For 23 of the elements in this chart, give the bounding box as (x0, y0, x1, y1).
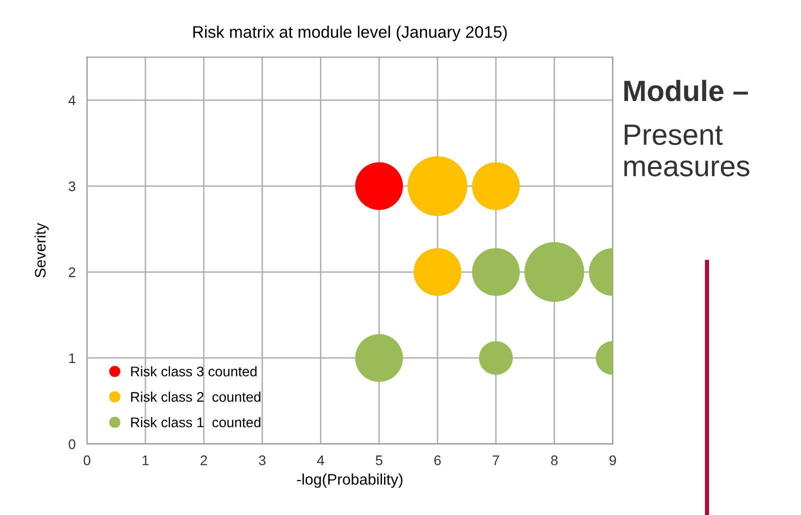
x-tick-label: 3 (258, 455, 266, 466)
chart-title: Risk matrix at module level (January 2015) (193, 26, 507, 42)
y-tick-label: 4 (68, 96, 76, 106)
x-tick-label: 6 (434, 455, 441, 466)
x-tick-label: 1 (142, 456, 149, 466)
text: Present measures (624, 124, 750, 176)
x-tick-label: 8 (551, 455, 558, 466)
legend-label: Risk class 3 counted (131, 366, 257, 376)
legend-label: Risk class 2 counted (131, 392, 260, 402)
x-tick-label: 7 (492, 456, 500, 466)
y-tick-label: 3 (68, 181, 76, 192)
x-tick-label: 0 (84, 455, 90, 466)
x-tick-label: 2 (200, 455, 207, 466)
y-tick-label: 1 (69, 353, 76, 364)
x-axis-title: -log(Probability) (297, 474, 402, 488)
y-tick-label: 0 (68, 439, 76, 450)
x-tick-label: 9 (610, 455, 616, 466)
x-tick-label: 5 (376, 456, 382, 466)
text: Module – (624, 80, 748, 102)
y-tick-label: 2 (68, 267, 76, 278)
y-axis-title: Severity (34, 222, 49, 278)
legend-label: Risk class 1 counted (131, 417, 260, 428)
x-tick-label: 4 (317, 456, 324, 466)
